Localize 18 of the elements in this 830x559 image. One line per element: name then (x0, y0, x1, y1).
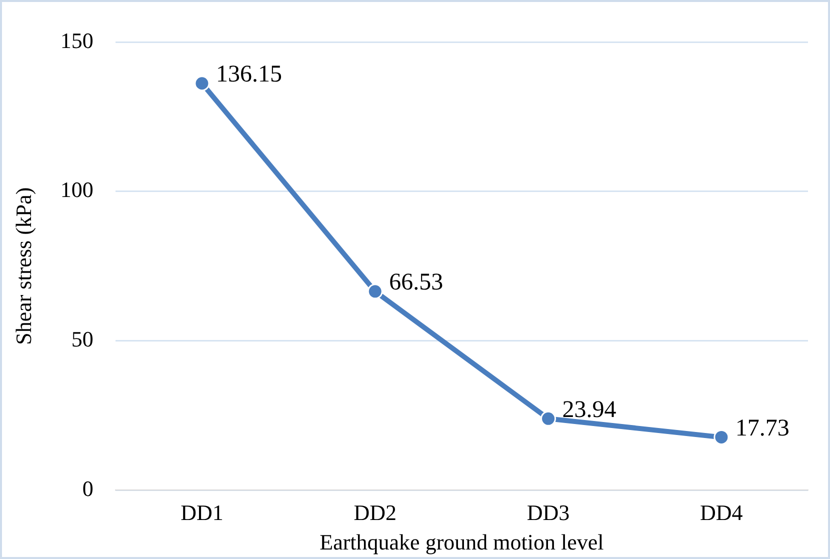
x-axis-title: Earthquake ground motion level (320, 530, 604, 555)
data-label: 136.15 (216, 62, 282, 88)
x-tick-label: DD1 (180, 500, 224, 526)
y-tick-label: 50 (71, 326, 94, 352)
data-label: 23.94 (562, 396, 616, 423)
y-tick-label: 0 (82, 476, 94, 501)
point (367, 284, 383, 300)
x-tick-label: DD4 (700, 500, 743, 526)
y-tick-label: 100 (60, 177, 94, 202)
x-tick-label: DD3 (526, 500, 570, 526)
point (194, 76, 210, 92)
data-label: 17.73 (735, 416, 790, 442)
y-tick-label: 150 (60, 28, 94, 53)
data-label: 66.53 (389, 270, 444, 296)
y-axis-title: Shear stress (kPa) (10, 187, 36, 345)
point (714, 429, 730, 445)
point (540, 410, 556, 426)
x-tick-label: DD2 (354, 500, 397, 526)
